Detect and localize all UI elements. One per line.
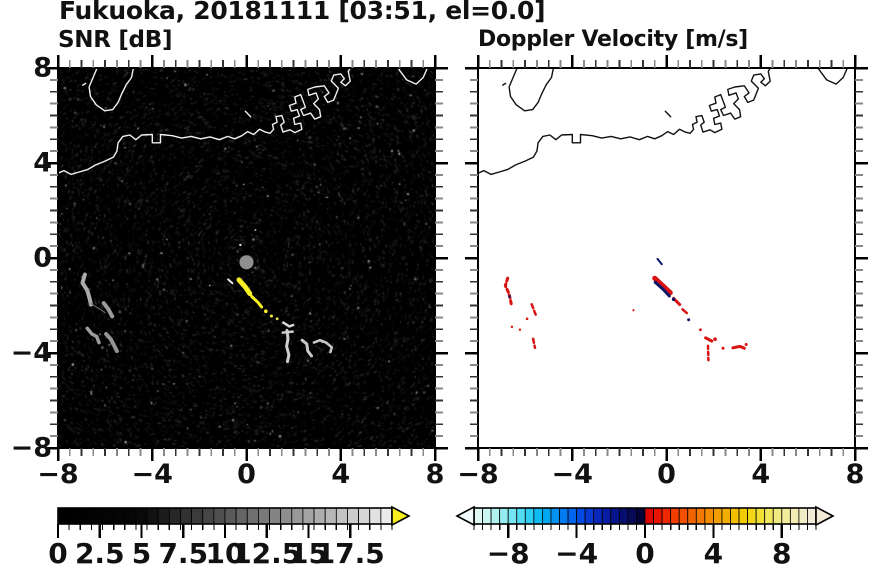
radar-echo [653,280,671,298]
radar-echo [227,278,234,285]
velocity-panel-title: Doppler Velocity [m/s] [478,27,748,52]
snr-panel [45,55,448,461]
radar-echo [300,338,313,358]
radar-echo [508,295,511,298]
radar-echo [242,183,245,186]
radar-echo [656,257,663,266]
snr-colorbar-label: 2.5 [74,537,125,570]
axis-ticks [465,55,868,461]
velocity-colorbar-label: 0 [635,537,655,570]
snr-colorbar-label: 0 [48,537,68,570]
velocity-colorbar-label: −4 [555,537,599,570]
coastline-path [664,110,672,118]
coastline-path [244,110,252,118]
radar-echo [744,342,748,346]
radar-echo [285,328,291,364]
snr-colorbar-label: 17.5 [315,537,385,570]
snr-colorbar-label: 10 [205,537,245,570]
snr-colorbar-label: 7.5 [158,537,209,570]
y-tick-label: 0 [33,242,52,274]
y-tick-label: −8 [10,432,52,464]
radar-echo [699,328,702,332]
radar-echo [264,309,268,314]
snr-colorbar-label: 15 [289,537,328,570]
radar-echo [518,328,522,331]
velocity-colorbar-label: 8 [772,537,792,570]
coastline-path [502,82,507,86]
snr-panel-title: SNR [dB] [58,27,173,53]
velocity-panel [465,55,868,461]
y-tick-label: −4 [10,337,52,369]
axis-ticks [45,55,448,461]
colorbar-under-arrow [455,505,475,527]
snr-colorbar [56,505,411,538]
radar-echo [254,228,257,231]
velocity-colorbar-label: −8 [486,537,530,570]
x-tick-label: 8 [845,459,865,490]
colorbar-over-arrow [391,505,411,527]
coastline-path [817,68,849,85]
coastline-path [397,68,429,85]
coastline-path [88,68,135,112]
radar-echo [681,308,689,315]
radar-echo [531,337,537,350]
radar-echo [632,309,635,312]
x-tick-label: 0 [237,459,256,490]
x-tick-label: −8 [457,459,499,490]
radar-echo [90,303,106,314]
radar-echo [713,337,717,342]
radar-echo [281,330,294,334]
radar-echo [731,344,746,350]
radar-echo [671,297,676,302]
coastline-path [58,68,351,176]
radar-echo [266,195,269,198]
snr-colorbar-label: 5 [131,537,152,570]
x-tick-label: 4 [331,459,351,490]
radar-echo [104,332,119,354]
y-tick-label: 8 [33,52,52,84]
radar-echo [236,277,253,297]
radar-echo [503,276,513,307]
radar-echo [101,301,115,319]
radar-echo [275,317,279,321]
radar-echo [312,338,334,354]
y-tick-label: 4 [33,147,52,179]
radar-echo [208,284,211,287]
snr-colorbar-label: 12.5 [232,537,302,570]
x-tick-label: 0 [657,459,676,490]
x-tick-label: 4 [751,459,771,490]
colorbar-over-arrow [815,505,835,527]
radar-echo [687,318,691,322]
coastline-path [478,68,771,176]
x-tick-label: 8 [425,459,445,490]
figure-title: Fukuoka, 20181111 [03:51, el=0.0] [59,0,546,25]
velocity-colorbar-label: 4 [703,537,724,570]
radar-echo [510,325,514,329]
radar-echo [250,295,264,309]
radar-echo [704,336,714,343]
x-tick-label: −4 [131,459,173,490]
radar-echo [652,275,673,296]
velocity-colorbar [455,505,835,538]
radar-echo [80,272,93,307]
coastline-path [508,68,555,112]
coastline-path [81,82,87,86]
x-tick-label: −8 [37,459,79,490]
radar-echo [525,317,529,321]
x-tick-label: −4 [551,459,593,490]
radar-echo [282,321,295,328]
center-clutter-disc [239,255,254,270]
radar-echo [721,346,725,350]
radar-echo [85,326,101,345]
radar-echo [269,314,273,318]
radar-echo [530,303,538,318]
radar-echo [239,243,242,247]
